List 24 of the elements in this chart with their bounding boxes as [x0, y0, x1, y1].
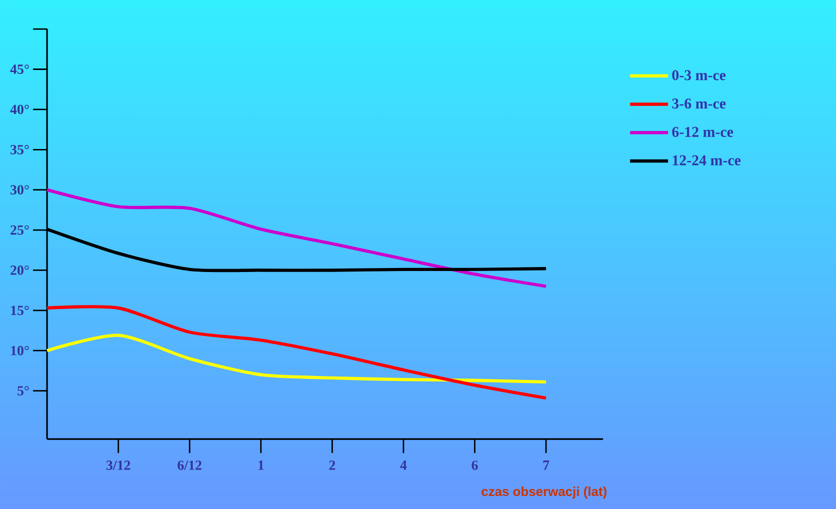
y-tick-label: 20° [10, 266, 29, 275]
y-tick-label: 10° [11, 346, 29, 356]
x-tick-label: 6 [472, 460, 478, 470]
legend-label: 3-6 m-ce [672, 98, 726, 109]
y-tick-label: 5° [18, 386, 29, 396]
y-tick-label: 25° [10, 225, 29, 235]
legend-label: 0-3 m-ce [672, 70, 726, 80]
x-tick-label: 2 [329, 460, 336, 470]
line-series [45, 334, 548, 384]
x-tick-label: 1 [258, 460, 264, 470]
x-tick-label: 3/12 [106, 460, 130, 470]
y-tick-label: 40° [10, 104, 29, 114]
x-tick-label: 7 [543, 460, 550, 470]
x-axis-title: czas obserwacji (lat) [482, 486, 606, 499]
line-series [45, 305, 548, 400]
y-tick-label: 15° [11, 306, 29, 316]
legend-label: 12-24 m-ce [672, 155, 741, 166]
legend-label: 6-12 m-ce [672, 126, 734, 137]
y-tick-label: 35° [10, 144, 29, 154]
line-series [45, 188, 548, 288]
y-tick-label: 45° [10, 64, 29, 74]
y-tick-label: 30° [10, 185, 29, 195]
x-tick-label: 4 [400, 460, 407, 470]
x-tick-label: 6/12 [178, 460, 202, 470]
